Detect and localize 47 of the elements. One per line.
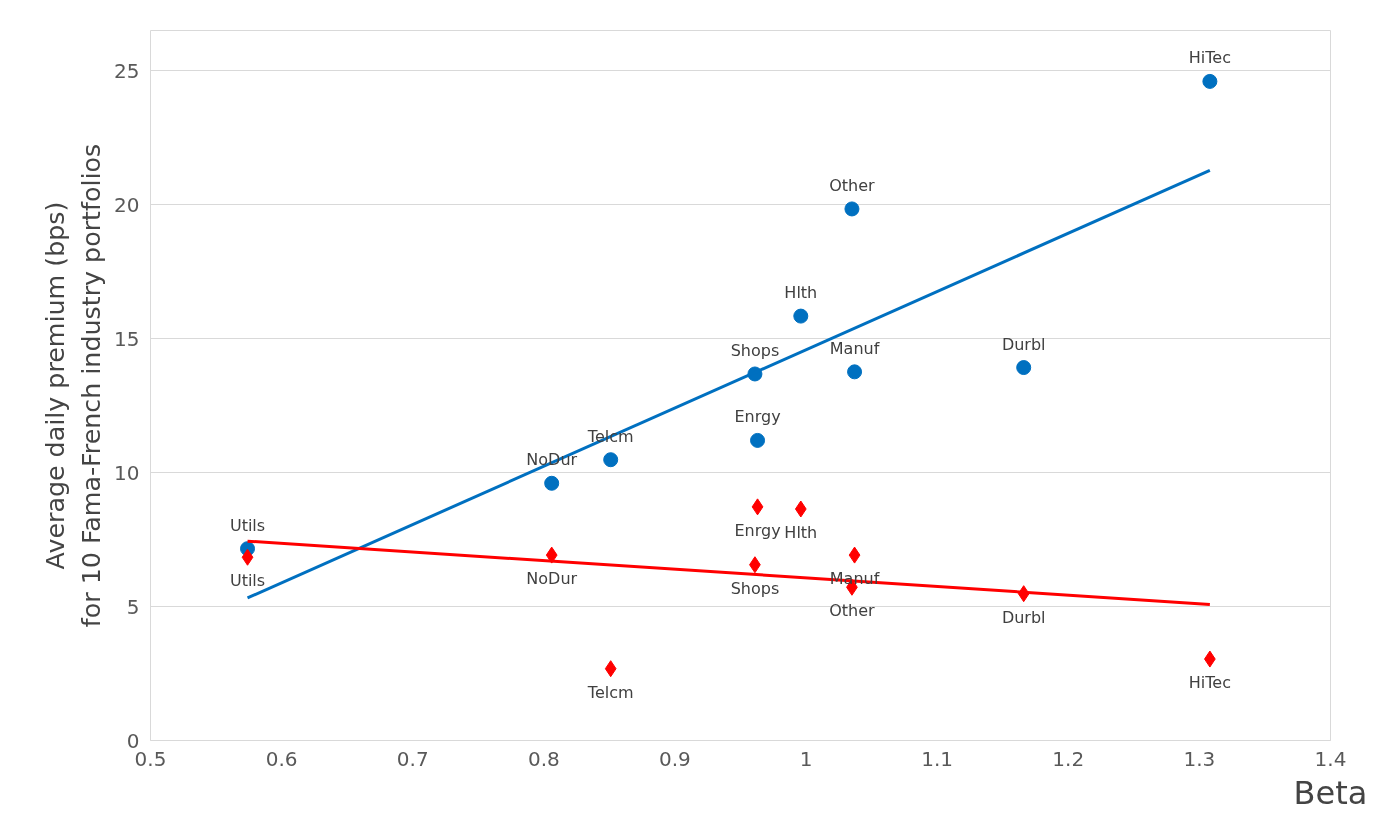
annotation: Shops	[730, 340, 780, 360]
annotation: Durbl	[1001, 334, 1046, 354]
annotation: Utils	[229, 515, 266, 535]
x-tick-label: 1.3	[1183, 746, 1216, 771]
y-tick-label: 5	[126, 594, 140, 619]
point	[241, 548, 254, 566]
x-tick-label: 1.1	[921, 746, 954, 771]
point	[1016, 360, 1032, 376]
y-tick-label: 0	[126, 728, 140, 753]
point	[794, 500, 807, 518]
annotation: Other	[829, 175, 876, 195]
point	[844, 201, 860, 217]
annotation: Other	[829, 601, 876, 621]
annotation: HiTec	[1188, 48, 1231, 68]
annotation: Durbl	[1001, 607, 1046, 627]
annotation: Utils	[229, 571, 266, 591]
x-tick-label: 1.2	[1052, 746, 1085, 771]
annotation: Hlth	[784, 523, 818, 543]
x-tick-label: 0.6	[265, 746, 298, 771]
annotation: NoDur	[526, 569, 578, 589]
annotation: Hlth	[784, 283, 818, 303]
y-tick-label: 25	[114, 58, 140, 83]
x-axis-title: Beta	[1293, 773, 1368, 812]
annotation: HiTec	[1188, 673, 1231, 693]
annotation: Enrgy	[734, 407, 781, 427]
annotation: Enrgy	[734, 520, 781, 540]
x-tick-label: 0.9	[659, 746, 691, 771]
annotation: Shops	[730, 578, 780, 598]
x-tick-label: 0.7	[396, 746, 429, 771]
x-tick-label: 0.8	[527, 746, 560, 771]
y-tick-label: 20	[114, 192, 140, 217]
x-tick-label: 1.4	[1314, 746, 1347, 771]
y-tick-label: 10	[114, 460, 140, 485]
annotation: Manuf	[829, 338, 880, 358]
point	[1202, 73, 1218, 89]
x-tick-label: 1	[799, 746, 813, 771]
annotation: Telcm	[586, 682, 634, 702]
point	[848, 546, 861, 564]
y-tick-label: 15	[114, 326, 140, 351]
point	[751, 498, 764, 516]
point	[847, 364, 863, 380]
point	[750, 432, 766, 448]
point	[603, 452, 619, 468]
point	[544, 475, 560, 491]
y-axis-title: Average daily premium (bps) for 10 Fama-French industry portfolios	[40, 143, 107, 628]
point	[604, 660, 617, 678]
point	[793, 308, 809, 324]
